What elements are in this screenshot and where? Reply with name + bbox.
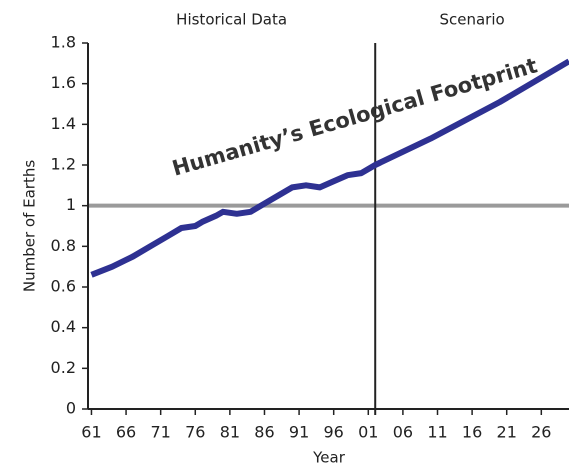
data-line	[90, 58, 569, 278]
series-label: Humanity’s Ecological Footprint	[170, 53, 540, 180]
x-tick-label: 86	[254, 423, 274, 442]
x-tick-label: 76	[185, 423, 205, 442]
region-label: Scenario	[439, 11, 504, 29]
x-tick-label: 11	[427, 423, 447, 442]
x-tick-label: 81	[220, 423, 240, 442]
x-tick-label: 21	[497, 423, 517, 442]
x-tick-label: 91	[289, 423, 309, 442]
y-tick-label: 0.2	[51, 358, 76, 377]
y-tick-label: 1.8	[51, 33, 76, 52]
y-tick-label: 1.4	[51, 114, 76, 133]
y-tick-label: 1.6	[51, 73, 76, 92]
x-tick-label: 26	[531, 423, 551, 442]
y-tick-label: 0.4	[51, 317, 76, 336]
y-tick-label: 1	[66, 195, 76, 214]
y-tick-label: 0.6	[51, 277, 76, 296]
x-tick-label: 66	[116, 423, 136, 442]
x-tick-label: 01	[358, 423, 378, 442]
x-tick-label: 71	[150, 423, 170, 442]
x-axis-label: Year	[312, 449, 346, 465]
y-tick-label: 0	[66, 399, 76, 418]
x-tick-label: 16	[462, 423, 482, 442]
x-tick-label: 96	[324, 423, 344, 442]
x-tick-label: 06	[393, 423, 413, 442]
y-tick-label: 1.2	[51, 155, 76, 174]
y-axis-label: Number of Earths	[21, 160, 39, 292]
region-label: Historical Data	[176, 11, 287, 29]
y-tick-label: 0.8	[51, 236, 76, 255]
x-tick-label: 61	[81, 423, 101, 442]
